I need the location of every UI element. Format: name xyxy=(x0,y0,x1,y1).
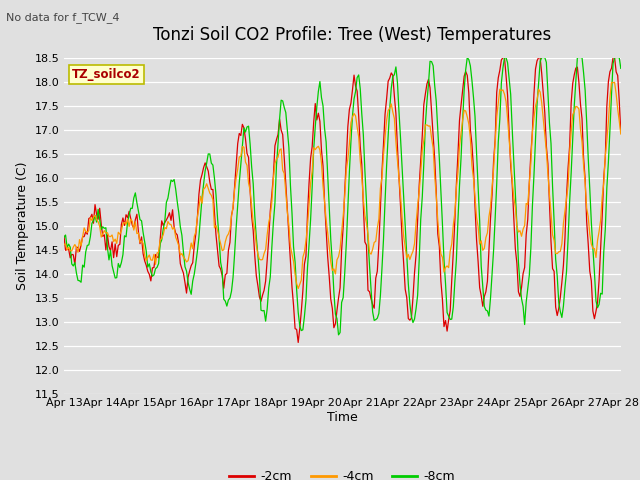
Y-axis label: Soil Temperature (C): Soil Temperature (C) xyxy=(16,161,29,290)
Legend: -2cm, -4cm, -8cm: -2cm, -4cm, -8cm xyxy=(225,465,460,480)
Text: Tonzi Soil CO2 Profile: Tree (West) Temperatures: Tonzi Soil CO2 Profile: Tree (West) Temp… xyxy=(153,26,551,45)
Text: No data for f_TCW_4: No data for f_TCW_4 xyxy=(6,12,120,23)
Text: TZ_soilco2: TZ_soilco2 xyxy=(72,68,141,81)
X-axis label: Time: Time xyxy=(327,411,358,424)
